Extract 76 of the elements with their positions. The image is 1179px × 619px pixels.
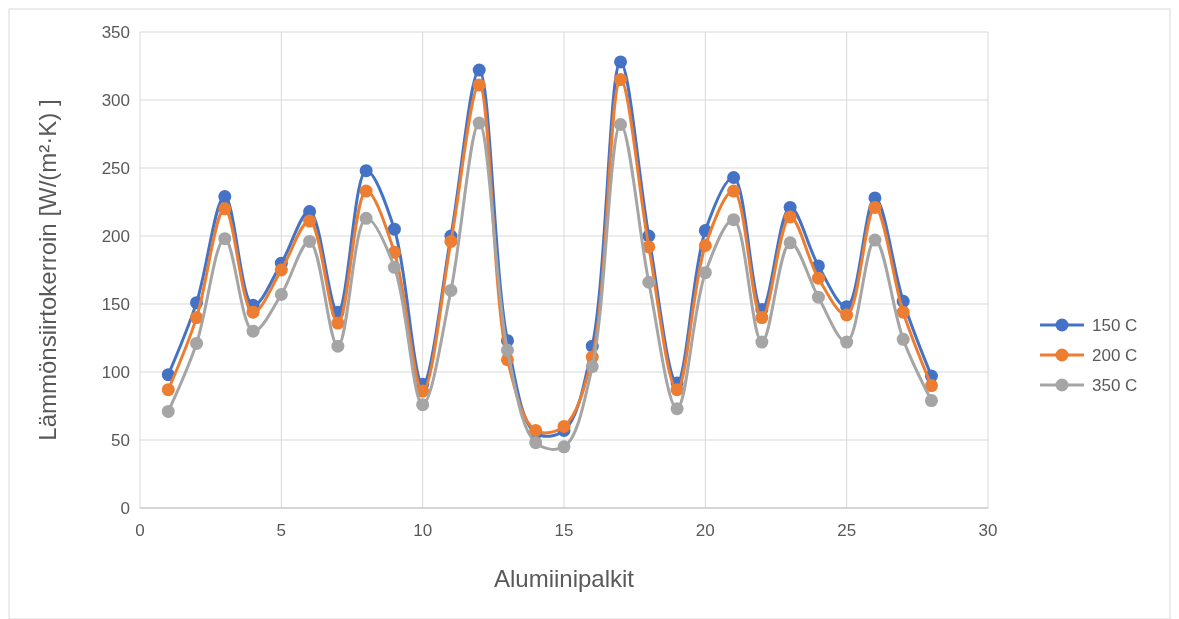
legend-label: 200 C <box>1092 346 1138 365</box>
x-tick-label: 10 <box>413 521 433 540</box>
legend-label: 150 C <box>1092 316 1138 335</box>
point <box>924 379 938 393</box>
point <box>472 116 486 130</box>
x-axis-title: Alumiinipalkit <box>493 565 635 592</box>
point <box>529 436 543 450</box>
point <box>642 275 656 289</box>
point <box>783 236 797 250</box>
point <box>755 311 769 325</box>
point <box>500 343 514 357</box>
point <box>670 402 684 416</box>
y-tick-label: 150 <box>101 295 130 314</box>
point <box>727 171 741 185</box>
point <box>331 316 345 330</box>
point <box>557 440 571 454</box>
point <box>190 336 204 350</box>
y-tick-label: 50 <box>111 431 130 450</box>
point <box>868 233 882 247</box>
point <box>472 63 486 77</box>
point <box>161 404 175 418</box>
point <box>698 266 712 280</box>
point <box>218 232 232 246</box>
y-tick-label: 350 <box>101 23 130 42</box>
point <box>359 211 373 225</box>
y-tick-label: 250 <box>101 159 130 178</box>
point <box>585 360 599 374</box>
point <box>896 305 910 319</box>
point <box>274 287 288 301</box>
point <box>161 383 175 397</box>
point <box>359 184 373 198</box>
point <box>811 271 825 285</box>
legend-label: 350 C <box>1092 376 1138 395</box>
y-tick-label: 0 <box>120 499 130 518</box>
point <box>670 383 684 397</box>
point <box>416 398 430 412</box>
point <box>218 202 232 216</box>
point <box>840 335 854 349</box>
point <box>698 239 712 253</box>
x-tick-label: 20 <box>695 521 715 540</box>
point <box>614 55 628 69</box>
point <box>557 419 571 433</box>
point <box>868 200 882 214</box>
point <box>274 263 288 277</box>
y-tick-label: 200 <box>101 227 130 246</box>
point <box>472 78 486 92</box>
point <box>614 73 628 87</box>
x-tick-label: 5 <box>276 521 287 540</box>
y-tick-label: 300 <box>101 91 130 110</box>
point <box>727 184 741 198</box>
point <box>331 339 345 353</box>
x-tick-label: 30 <box>978 521 998 540</box>
point <box>387 260 401 274</box>
point <box>614 117 628 131</box>
point <box>190 311 204 325</box>
point <box>387 222 401 236</box>
point <box>444 283 458 297</box>
x-tick-label: 25 <box>837 521 857 540</box>
point <box>896 332 910 346</box>
point <box>811 290 825 304</box>
point <box>727 213 741 227</box>
point <box>218 190 232 204</box>
point <box>840 308 854 322</box>
point <box>246 305 260 319</box>
point <box>783 210 797 224</box>
point <box>755 335 769 349</box>
point <box>246 324 260 338</box>
point <box>303 214 317 228</box>
x-tick-label: 15 <box>554 521 574 540</box>
y-tick-label: 100 <box>101 363 130 382</box>
x-tick-label: 0 <box>135 521 145 540</box>
point <box>303 234 317 248</box>
y-axis-title: Lämmönsiirtokerroin [W/(m²·K) ] <box>34 99 61 441</box>
point <box>924 394 938 408</box>
point <box>444 234 458 248</box>
point <box>359 164 373 178</box>
